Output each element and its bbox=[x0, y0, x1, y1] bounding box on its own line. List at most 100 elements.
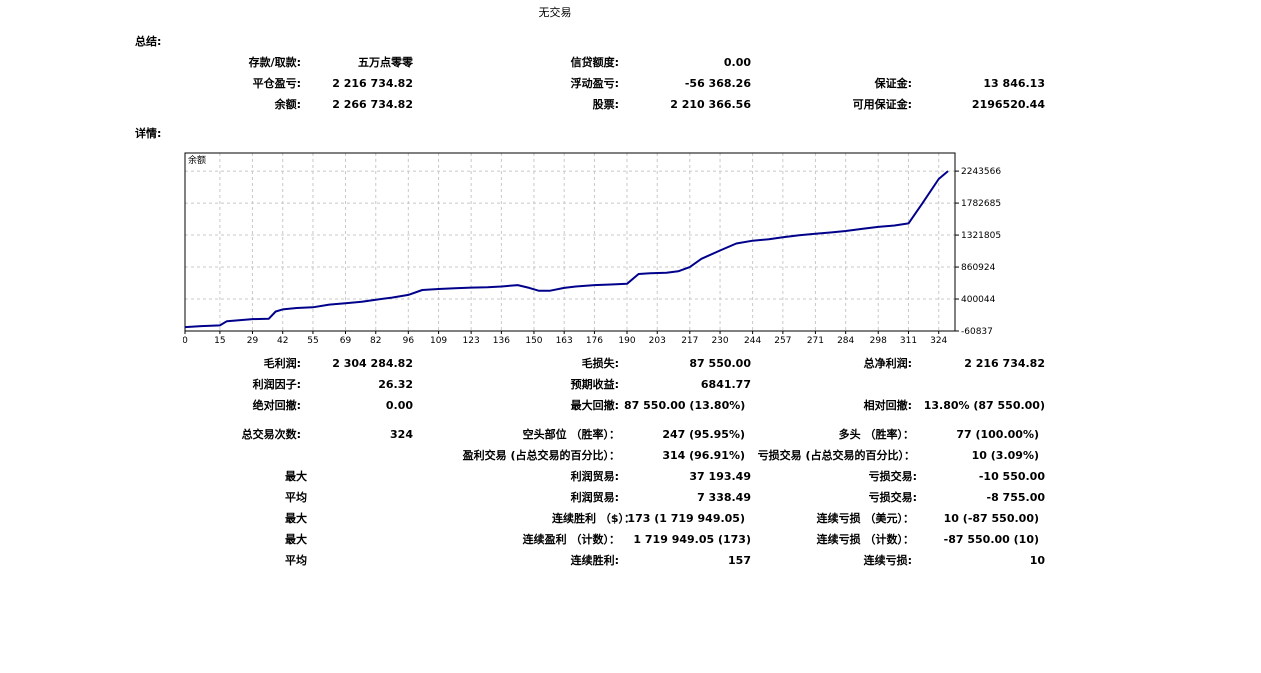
y-tick-label: 2243566 bbox=[961, 167, 1001, 177]
consec-loss-label: 连续亏损 （计数）： bbox=[816, 533, 914, 546]
x-tick-label: 298 bbox=[870, 336, 887, 346]
deposit-value: 五万点零零 bbox=[358, 56, 413, 69]
largest-profit-label: 利润贸易: bbox=[570, 470, 619, 483]
closed-pl-label: 平仓盈亏: bbox=[252, 77, 301, 90]
x-tick-label: 150 bbox=[525, 336, 542, 346]
x-tick-label: 29 bbox=[247, 336, 259, 346]
expected-payoff-value: 6841.77 bbox=[700, 378, 751, 391]
largest-loss-value: -10 550.00 bbox=[978, 470, 1045, 483]
avg-profit-value: 7 338.49 bbox=[697, 491, 751, 504]
chart-grid bbox=[184, 153, 955, 332]
avg-profit-label: 利润贸易: bbox=[570, 491, 619, 504]
chart-frame bbox=[184, 152, 956, 332]
long-positions-value: 77 (100.00%) bbox=[956, 428, 1039, 441]
x-tick-label: 15 bbox=[214, 336, 225, 346]
x-tick-label: 257 bbox=[774, 336, 791, 346]
avg-consec-wins-label: 连续胜利: bbox=[570, 554, 619, 567]
free-margin-label: 可用保证金: bbox=[852, 98, 912, 111]
y-tick-label: 1782685 bbox=[961, 199, 1001, 209]
max-dd-label: 最大回撤: bbox=[570, 399, 619, 412]
x-tick-label: 324 bbox=[930, 336, 947, 346]
report-title: 无交易 bbox=[538, 6, 572, 19]
closed-pl-value: 2 216 734.82 bbox=[332, 77, 413, 90]
avg-consec-wins-value: 157 bbox=[728, 554, 751, 567]
average-label: 平均 bbox=[285, 491, 307, 504]
gross-loss-value: 87 550.00 bbox=[689, 357, 751, 370]
largest-label: 最大 bbox=[285, 470, 307, 483]
x-tick-label: 163 bbox=[556, 336, 573, 346]
max-consec-label: 最大 bbox=[285, 512, 307, 525]
credit-value: 0.00 bbox=[723, 56, 751, 69]
x-tick-label: 42 bbox=[277, 336, 288, 346]
profit-trades-label: 盈利交易 (占总交易的百分比）： bbox=[462, 449, 620, 462]
y-tick-label: 400044 bbox=[961, 295, 996, 305]
x-tick-label: 284 bbox=[837, 336, 854, 346]
x-tick-label: 0 bbox=[183, 336, 188, 346]
summary-heading: 总结: bbox=[135, 35, 162, 48]
rel-dd-label: 相对回撤: bbox=[863, 399, 912, 412]
x-tick-label: 217 bbox=[681, 336, 698, 346]
gross-loss-label: 毛损失: bbox=[581, 357, 619, 370]
chart-y-ticks: -60837 400044 860924 1321805 1782685 2243566 bbox=[955, 167, 1001, 337]
balance-value: 2 266 734.82 bbox=[332, 98, 413, 111]
avg-loss-label: 亏损交易: bbox=[868, 491, 917, 504]
chart-x-ticks: 0 15 29 42 55 69 82 96 109 123 136 150 163 176 190 203 2… bbox=[183, 331, 948, 346]
loss-trades-label: 亏损交易 (占总交易的百分比）： bbox=[757, 449, 915, 462]
total-trades-label: 总交易次数: bbox=[241, 428, 301, 441]
deposit-label: 存款/取款: bbox=[248, 56, 301, 69]
net-profit-value: 2 216 734.82 bbox=[964, 357, 1045, 370]
floating-pl-label: 浮动盈亏: bbox=[570, 77, 619, 90]
max-consec-count-label: 最大 bbox=[285, 533, 307, 546]
x-tick-label: 230 bbox=[711, 336, 728, 346]
x-tick-label: 190 bbox=[618, 336, 635, 346]
x-tick-label: 271 bbox=[807, 336, 824, 346]
avg-consec-losses-value: 10 bbox=[1029, 554, 1045, 567]
profit-trades-value: 314 (96.91%) bbox=[662, 449, 745, 462]
free-margin-value: 2196520.44 bbox=[971, 98, 1045, 111]
gross-profit-value: 2 304 284.82 bbox=[332, 357, 413, 370]
avg-consec-losses-label: 连续亏损: bbox=[863, 554, 912, 567]
consec-profit-value: 1 719 949.05 (173) bbox=[633, 533, 751, 546]
consec-wins-value: 173 (1 719 949.05) bbox=[627, 512, 745, 525]
credit-label: 信贷额度: bbox=[570, 56, 619, 69]
long-positions-label: 多头 （胜率）： bbox=[838, 428, 914, 441]
margin-value: 13 846.13 bbox=[983, 77, 1045, 90]
x-tick-label: 69 bbox=[340, 336, 352, 346]
x-tick-label: 311 bbox=[900, 336, 917, 346]
y-tick-label: -60837 bbox=[961, 327, 993, 337]
consec-wins-label: 连续胜利 （$）： bbox=[552, 512, 635, 525]
average-consec-label: 平均 bbox=[285, 554, 307, 567]
floating-pl-value: -56 368.26 bbox=[684, 77, 751, 90]
profit-factor-value: 26.32 bbox=[378, 378, 413, 391]
x-tick-label: 244 bbox=[744, 336, 761, 346]
equity-value: 2 210 366.56 bbox=[670, 98, 751, 111]
net-profit-label: 总净利润: bbox=[863, 357, 912, 370]
total-trades-value: 324 bbox=[390, 428, 413, 441]
rel-dd-value: 13.80% (87 550.00) bbox=[923, 399, 1045, 412]
abs-dd-value: 0.00 bbox=[385, 399, 413, 412]
x-tick-label: 82 bbox=[370, 336, 381, 346]
largest-profit-value: 37 193.49 bbox=[689, 470, 751, 483]
balance-label: 余额: bbox=[274, 98, 301, 111]
x-tick-label: 55 bbox=[307, 336, 318, 346]
largest-loss-label: 亏损交易: bbox=[868, 470, 917, 483]
x-tick-label: 109 bbox=[430, 336, 447, 346]
x-tick-label: 203 bbox=[649, 336, 666, 346]
balance-chart: -60837400044860924132180517826852243566 … bbox=[183, 152, 1001, 346]
consec-profit-label: 连续盈利 （计数）： bbox=[522, 533, 620, 546]
equity-label: 股票: bbox=[592, 98, 619, 111]
x-tick-label: 96 bbox=[403, 336, 415, 346]
x-tick-label: 123 bbox=[463, 336, 480, 346]
short-positions-label: 空头部位 （胜率）： bbox=[522, 428, 620, 441]
consec-losses-label: 连续亏损 （美元）： bbox=[816, 512, 914, 525]
loss-trades-value: 10 (3.09%) bbox=[971, 449, 1039, 462]
chart-legend-label: 余额 bbox=[188, 154, 206, 166]
short-positions-value: 247 (95.95%) bbox=[662, 428, 745, 441]
x-tick-label: 176 bbox=[586, 336, 603, 346]
abs-dd-label: 绝对回撤: bbox=[252, 399, 301, 412]
avg-loss-value: -8 755.00 bbox=[986, 491, 1046, 504]
margin-label: 保证金: bbox=[874, 77, 912, 90]
consec-losses-value: 10 (-87 550.00) bbox=[943, 512, 1039, 525]
expected-payoff-label: 预期收益: bbox=[570, 378, 619, 391]
details-heading: 详情: bbox=[135, 127, 162, 140]
